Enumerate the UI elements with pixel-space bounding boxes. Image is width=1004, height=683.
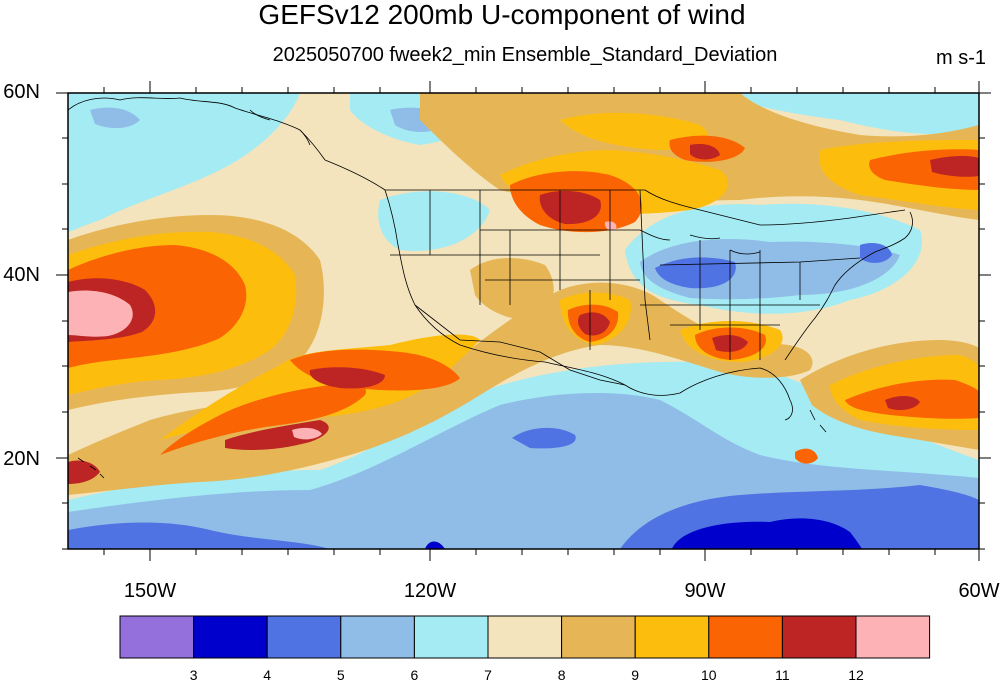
colorbar-label: 8 (557, 667, 566, 683)
colorbar-label: 5 (336, 667, 345, 683)
border-us-canada (385, 189, 906, 226)
field-band-9-mid (470, 258, 554, 321)
field-band-12-atlantic (885, 396, 920, 410)
lakes (639, 229, 761, 255)
field-band-5-south (68, 522, 330, 549)
colorbar-box-3 (340, 615, 415, 659)
field-band-13-central (292, 427, 322, 440)
field-band-13-north (604, 221, 617, 231)
colorbar-box-2 (266, 615, 342, 659)
colorbar-box-0 (119, 615, 195, 659)
coastline-hawaii (77, 457, 105, 479)
field-band-4-south (425, 541, 445, 549)
colorbar-label: 4 (263, 667, 272, 683)
lon-label-120w: 120W (403, 580, 457, 602)
chart-title: GEFSv12 200mb U-component of wind (258, 0, 746, 30)
field-band-12-hawaii (68, 460, 100, 484)
lat-label-60n: 60N (3, 81, 40, 103)
field-band-7-nw (68, 93, 300, 232)
colorbar-label: 12 (848, 667, 864, 683)
border-us-mexico (414, 304, 626, 386)
field-band-12-central1 (225, 420, 329, 450)
field-band-12-north2 (690, 144, 720, 160)
colorbar-label: 9 (631, 667, 640, 683)
lon-label-90w: 90W (684, 580, 726, 602)
coastline-east (784, 211, 913, 361)
colorbar-label: 11 (775, 667, 790, 683)
units-label: m s-1 (936, 47, 986, 69)
colorbar-box-4 (413, 615, 489, 659)
colorbar-box-8 (708, 615, 783, 659)
lat-label-20n: 20N (3, 448, 40, 470)
field-band-12-ne (930, 155, 979, 177)
map-boundaries (68, 97, 913, 479)
lon-ticks (103, 81, 980, 561)
field-band-11-central1 (160, 383, 366, 455)
colorbar-label: 3 (189, 667, 198, 683)
colorbar-label: 7 (484, 667, 492, 683)
colorbar-box-1 (193, 615, 268, 659)
coastline-bahamas (809, 409, 827, 433)
colorbar-label: 6 (410, 667, 419, 683)
colorbar-box-10 (855, 615, 931, 659)
field-band-7-nw-us (378, 191, 490, 251)
field-band-6-nw (90, 107, 140, 129)
lon-label-60w: 60W (958, 580, 1000, 602)
chart-subtitle: 2025050700 fweek2_min Ensemble_Standard_… (272, 44, 778, 66)
lon-label-150w: 150W (123, 580, 177, 602)
coastline-bc (249, 109, 311, 146)
lat-label-40n: 40N (3, 264, 40, 286)
lat-ticks (56, 92, 991, 550)
field-band-13-west (68, 290, 133, 337)
coastline-gulf (459, 344, 793, 421)
field-band-4-se (672, 518, 862, 549)
state-line-6 (639, 189, 651, 341)
colorbar-label: 10 (701, 667, 717, 683)
field-band-5-gulf (512, 427, 576, 449)
field-band-11-small1 (795, 448, 818, 464)
field-band-5-ne (860, 243, 892, 263)
coastline-west (324, 159, 461, 346)
field-band-12-central2 (309, 367, 385, 389)
colorbar-box-9 (781, 615, 857, 659)
colorbar-box-7 (634, 615, 710, 659)
field-band-12-mid (577, 312, 610, 336)
field-band-7-ne (740, 93, 979, 135)
field-band-12-north (539, 190, 601, 225)
colorbar-box-5 (487, 615, 563, 659)
colorbar-box-6 (561, 615, 636, 659)
